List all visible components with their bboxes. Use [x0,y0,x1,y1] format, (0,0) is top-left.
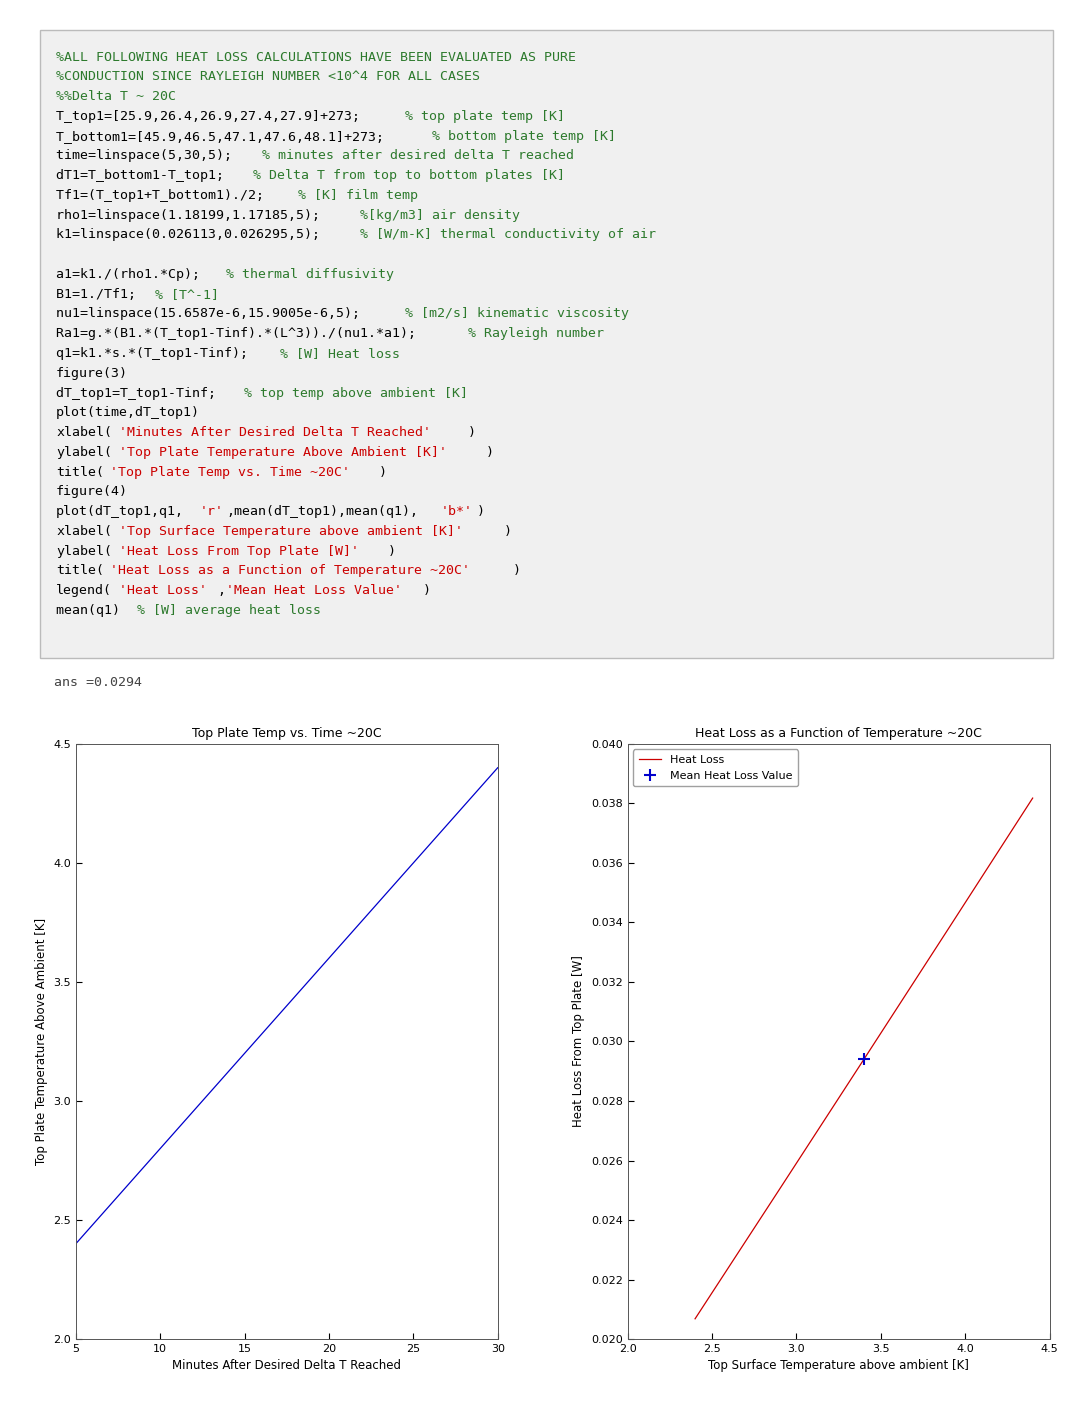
Text: figure(3): figure(3) [56,367,128,380]
Text: legend(: legend( [56,584,113,597]
Text: % top plate temp [K]: % top plate temp [K] [406,111,565,123]
Text: ): ) [504,524,512,538]
Heat Loss [773,1180,786,1197]
Title: Heat Loss as a Function of Temperature ~20C: Heat Loss as a Function of Temperature ~… [695,727,982,740]
Text: plot(time,dT_top1): plot(time,dT_top1) [56,407,200,419]
Text: q1=k1.*s.*(T_top1-Tinf);: q1=k1.*s.*(T_top1-Tinf); [56,347,256,360]
Text: % Delta T from top to bottom plates [K]: % Delta T from top to bottom plates [K] [253,169,565,183]
Text: %%Delta T ~ 20C: %%Delta T ~ 20C [56,91,176,103]
Text: ): ) [379,466,386,479]
Text: rho1=linspace(1.18199,1.17185,5);: rho1=linspace(1.18199,1.17185,5); [56,208,328,221]
Text: 'Heat Loss': 'Heat Loss' [119,584,207,597]
Text: Tf1=(T_top1+T_bottom1)./2;: Tf1=(T_top1+T_bottom1)./2; [56,188,273,203]
Text: plot(dT_top1,q1,: plot(dT_top1,q1, [56,504,184,519]
Text: B1=1./Tf1;: B1=1./Tf1; [56,288,144,300]
Text: % [K] film temp: % [K] film temp [298,188,418,203]
Text: % Rayleigh number: % Rayleigh number [467,327,604,340]
Text: dT_top1=T_top1-Tinf;: dT_top1=T_top1-Tinf; [56,387,224,400]
Text: a1=k1./(rho1.*Cp);: a1=k1./(rho1.*Cp); [56,268,208,281]
Text: ylabel(: ylabel( [56,544,113,557]
Text: title(: title( [56,466,104,479]
Text: T_top1=[25.9,26.4,26.9,27.4,27.9]+273;: T_top1=[25.9,26.4,26.9,27.4,27.9]+273; [56,111,368,123]
Text: 'Top Plate Temp vs. Time ~20C': 'Top Plate Temp vs. Time ~20C' [110,466,349,479]
Heat Loss [1026,789,1039,806]
Text: ans =0.0294: ans =0.0294 [54,676,142,689]
Legend: Heat Loss, Mean Heat Loss Value: Heat Loss, Mean Heat Loss Value [633,750,797,786]
Text: % minutes after desired delta T reached: % minutes after desired delta T reached [262,149,575,163]
Text: ): ) [423,584,431,597]
Text: ,mean(dT_top1),mean(q1),: ,mean(dT_top1),mean(q1), [226,504,419,519]
Text: 'Top Surface Temperature above ambient [K]': 'Top Surface Temperature above ambient [… [119,524,463,538]
Text: figure(4): figure(4) [56,485,128,499]
Text: ): ) [486,446,493,459]
Text: 'Mean Heat Loss Value': 'Mean Heat Loss Value' [226,584,403,597]
Text: % thermal diffusivity: % thermal diffusivity [226,268,394,281]
Text: %[kg/m3] air density: %[kg/m3] air density [360,208,520,221]
Text: T_bottom1=[45.9,46.5,47.1,47.6,48.1]+273;: T_bottom1=[45.9,46.5,47.1,47.6,48.1]+273… [56,130,392,143]
Text: 'Heat Loss From Top Plate [W]': 'Heat Loss From Top Plate [W]' [119,544,359,557]
Text: % [W] average heat loss: % [W] average heat loss [136,604,320,616]
Text: k1=linspace(0.026113,0.026295,5);: k1=linspace(0.026113,0.026295,5); [56,228,328,241]
Text: time=linspace(5,30,5);: time=linspace(5,30,5); [56,149,240,163]
Text: % top temp above ambient [K]: % top temp above ambient [K] [245,387,469,400]
Heat Loss [941,921,954,938]
Text: %CONDUCTION SINCE RAYLEIGH NUMBER <10^4 FOR ALL CASES: %CONDUCTION SINCE RAYLEIGH NUMBER <10^4 … [56,71,480,84]
Text: ,: , [217,584,225,597]
Heat Loss [857,1051,870,1068]
Text: % [T^-1]: % [T^-1] [155,288,219,300]
Text: 'b*': 'b*' [441,504,473,519]
Text: ): ) [387,544,395,557]
Text: xlabel(: xlabel( [56,427,113,439]
Text: % [W/m-K] thermal conductivity of air: % [W/m-K] thermal conductivity of air [360,228,657,241]
Line: Heat Loss: Heat Loss [695,798,1032,1319]
Text: dT1=T_bottom1-T_top1;: dT1=T_bottom1-T_top1; [56,169,233,183]
Y-axis label: Heat Loss From Top Plate [W]: Heat Loss From Top Plate [W] [572,955,585,1128]
Text: xlabel(: xlabel( [56,524,113,538]
Text: %ALL FOLLOWING HEAT LOSS CALCULATIONS HAVE BEEN EVALUATED AS PURE: %ALL FOLLOWING HEAT LOSS CALCULATIONS HA… [56,51,577,64]
Y-axis label: Top Plate Temperature Above Ambient [K]: Top Plate Temperature Above Ambient [K] [35,918,48,1165]
Text: Ra1=g.*(B1.*(T_top1-Tinf).*(L^3))./(nu1.*a1);: Ra1=g.*(B1.*(T_top1-Tinf).*(L^3))./(nu1.… [56,327,424,340]
Text: ): ) [513,564,520,577]
X-axis label: Minutes After Desired Delta T Reached: Minutes After Desired Delta T Reached [172,1359,401,1373]
Text: % [W] Heat loss: % [W] Heat loss [280,347,400,360]
Text: 'Minutes After Desired Delta T Reached': 'Minutes After Desired Delta T Reached' [119,427,431,439]
Text: ): ) [467,427,476,439]
Text: ylabel(: ylabel( [56,446,113,459]
Text: % [m2/s] kinematic viscosity: % [m2/s] kinematic viscosity [406,307,630,320]
Text: mean(q1): mean(q1) [56,604,128,616]
Text: 'r': 'r' [199,504,223,519]
Text: 'Heat Loss as a Function of Temperature ~20C': 'Heat Loss as a Function of Temperature … [110,564,470,577]
Text: nu1=linspace(15.6587e-6,15.9005e-6,5);: nu1=linspace(15.6587e-6,15.9005e-6,5); [56,307,368,320]
Heat Loss [688,1311,701,1328]
Text: title(: title( [56,564,104,577]
Title: Top Plate Temp vs. Time ~20C: Top Plate Temp vs. Time ~20C [192,727,382,740]
Text: ): ) [477,504,485,519]
FancyBboxPatch shape [40,30,1053,657]
X-axis label: Top Surface Temperature above ambient [K]: Top Surface Temperature above ambient [K… [708,1359,969,1373]
Text: % bottom plate temp [K]: % bottom plate temp [K] [432,130,616,143]
Text: 'Top Plate Temperature Above Ambient [K]': 'Top Plate Temperature Above Ambient [K]… [119,446,447,459]
